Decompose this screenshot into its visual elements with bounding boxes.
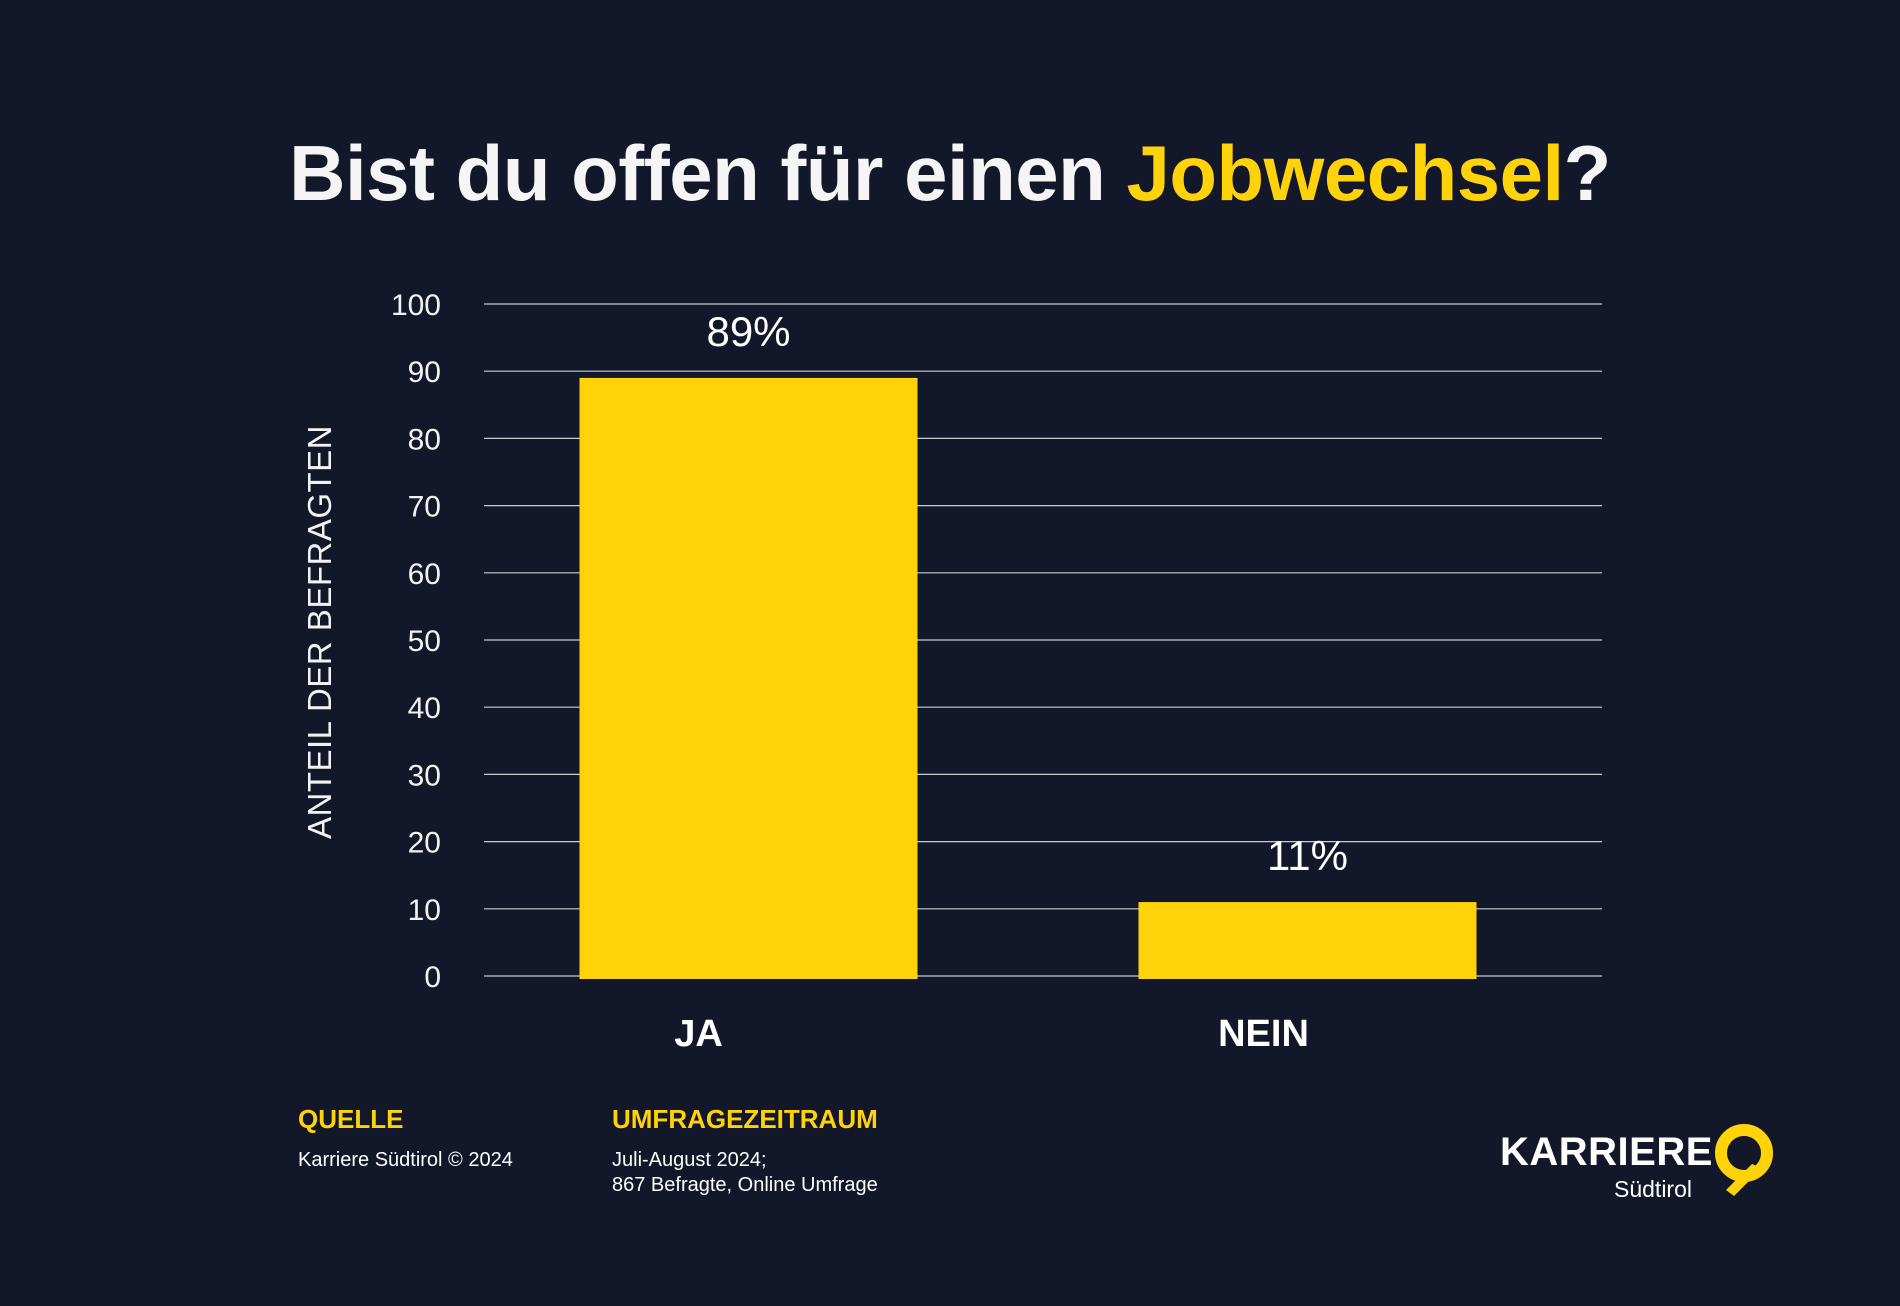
source-heading: QUELLE <box>298 1104 404 1134</box>
data-label: 11% <box>1267 832 1348 879</box>
x-category-label: JA <box>674 1013 723 1055</box>
bar <box>579 377 918 979</box>
y-tick-label: 100 <box>391 289 441 322</box>
title-part2: ? <box>1563 129 1612 217</box>
title-highlight: Jobwechsel <box>1126 129 1564 217</box>
y-tick-label: 30 <box>408 759 441 792</box>
source-text: Karriere Südtirol © 2024 <box>298 1149 513 1171</box>
period-line-1: Juli-August 2024; <box>612 1149 767 1171</box>
y-tick-label: 80 <box>408 423 441 456</box>
x-category-label: NEIN <box>1218 1013 1309 1055</box>
brand-logo: KARRIERE Südtirol <box>1500 1122 1780 1202</box>
logo-subtitle: Südtirol <box>1614 1176 1692 1202</box>
period-line-2: 867 Befragte, Online Umfrage <box>612 1174 878 1196</box>
y-tick-label: 10 <box>408 894 441 927</box>
data-label: 89% <box>706 308 790 355</box>
y-tick-label: 20 <box>408 827 441 860</box>
y-tick-label: 50 <box>408 625 441 658</box>
bar-chart: 0 10 20 30 40 50 60 70 80 90 100 89% JA 11% NEIN <box>391 289 1602 1055</box>
y-tick-label: 40 <box>408 692 441 725</box>
bar <box>1138 902 1477 979</box>
chart-title: Bist du offen für einen Jobwechsel? <box>0 128 1900 219</box>
logo-wordmark: KARRIERE <box>1500 1130 1713 1174</box>
y-tick-label: 60 <box>408 558 441 591</box>
y-tick-label: 70 <box>408 491 441 524</box>
location-pin-icon <box>1715 1124 1773 1196</box>
period-heading: UMFRAGEZEITRAUM <box>612 1104 878 1134</box>
y-tick-label: 0 <box>424 961 441 994</box>
title-part1: Bist du offen für einen <box>289 129 1127 217</box>
y-tick-label: 90 <box>408 356 441 389</box>
